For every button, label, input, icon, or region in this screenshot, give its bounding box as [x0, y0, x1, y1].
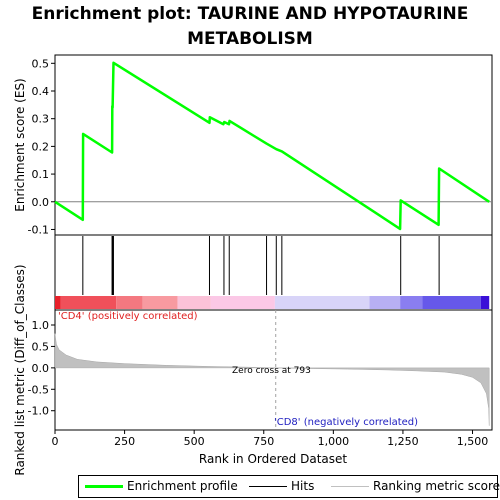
metric-y-tick-label: -1.0 — [28, 405, 49, 418]
es-y-tick-label: -0.1 — [28, 223, 49, 236]
band-segment — [480, 296, 490, 309]
band-segment — [55, 296, 61, 309]
band-segment — [210, 296, 275, 309]
band-segment — [400, 296, 423, 309]
band-segment — [274, 296, 370, 309]
negative-correlation-label: 'CD8' (negatively correlated) — [274, 417, 418, 428]
es-layer — [54, 61, 492, 231]
band-segment — [369, 296, 401, 309]
axis-layer: -0.1 0.0 0.1 0.2 0.3 0.4 0.5 -1.0 -0.5 0.0 0.5 1.0 0… — [28, 57, 489, 448]
es-y-tick-label: 0.4 — [32, 85, 50, 98]
es-y-tick-label: 0.1 — [32, 168, 50, 181]
es-y-tick-label: 0.5 — [32, 57, 50, 70]
x-tick-label: 250 — [114, 435, 135, 448]
band-segment — [116, 296, 143, 309]
positive-correlation-label: 'CD4' (positively correlated) — [58, 311, 198, 322]
metric-layer — [54, 310, 490, 430]
legend-enrichment-swatch — [85, 485, 123, 488]
band-segment — [422, 296, 481, 309]
band-segment — [177, 296, 211, 309]
metric-y-tick-label: 0.0 — [32, 362, 50, 375]
legend-hits-swatch — [249, 486, 287, 487]
x-tick-label: 0 — [52, 435, 59, 448]
legend-enrichment-label: Enrichment profile — [127, 479, 238, 493]
es-panel-frame — [54, 54, 493, 236]
zero-cross-label: Zero cross at 793 — [232, 366, 311, 376]
color-band — [55, 296, 490, 309]
legend-metric-swatch — [331, 486, 369, 487]
ranking-metric-area — [54, 333, 490, 426]
legend-metric-label: Ranking metric scores — [373, 479, 500, 493]
chart-title: Enrichment plot: TAURINE AND HYPOTAURINE… — [31, 4, 469, 49]
legend-hits-label: Hits — [291, 479, 315, 493]
es-y-tick-label: 0.0 — [32, 196, 50, 209]
x-tick-label: 750 — [253, 435, 274, 448]
x-axis-label: Rank in Ordered Dataset — [199, 452, 347, 466]
x-tick-label: 1,250 — [387, 435, 419, 448]
band-segment — [142, 296, 178, 309]
es-axis-label: Enrichment score (ES) — [13, 78, 27, 211]
x-tick-label: 500 — [184, 435, 205, 448]
metric-axis-label: Ranked list metric (Diff_of_Classes) — [13, 264, 27, 475]
es-y-tick-label: 0.3 — [32, 113, 50, 126]
enrichment-profile-line — [54, 61, 490, 231]
x-tick-label: 1,500 — [457, 435, 489, 448]
x-tick-label: 1,000 — [318, 435, 350, 448]
metric-y-tick-label: 0.5 — [32, 340, 50, 353]
hits-layer — [82, 236, 440, 295]
es-y-tick-label: 0.2 — [32, 140, 50, 153]
band-segment — [60, 296, 117, 309]
metric-y-tick-label: 1.0 — [32, 319, 50, 332]
legend: Enrichment profile Hits Ranking metric s… — [78, 475, 500, 498]
metric-y-tick-label: -0.5 — [28, 383, 49, 396]
